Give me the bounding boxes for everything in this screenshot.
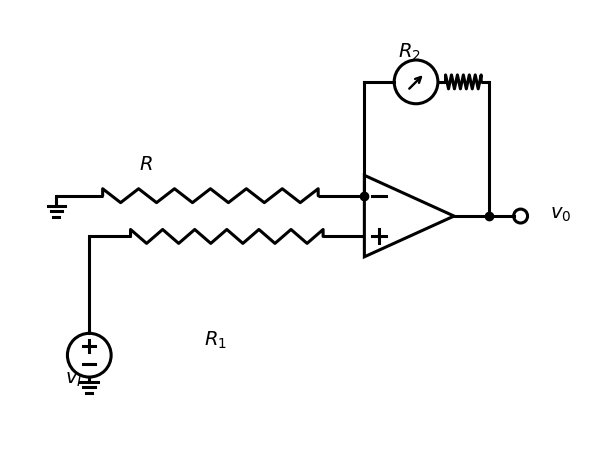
Text: $v_0$: $v_0$ [550,204,572,223]
Text: $R$: $R$ [139,155,153,174]
Text: $R_2$: $R_2$ [398,41,421,63]
Text: $v_I$: $v_I$ [65,369,82,388]
Text: $R_1$: $R_1$ [204,329,227,350]
